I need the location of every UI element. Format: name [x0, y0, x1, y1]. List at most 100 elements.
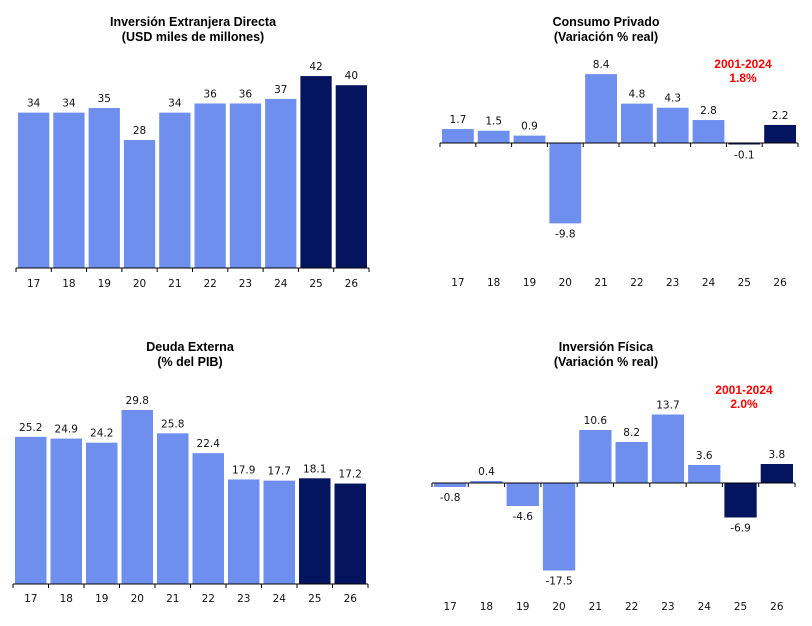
bar-19 [506, 483, 539, 506]
bars [18, 76, 367, 269]
chart-title: Inversión Extranjera Directa (USD miles … [0, 15, 386, 45]
x-tick-label-19: 19 [523, 277, 536, 289]
data-label-18: 0.4 [478, 466, 495, 478]
x-tick-label-17: 17 [451, 277, 464, 289]
chart-title-main: Inversión Extranjera Directa [109, 15, 277, 29]
x-tick-label-19: 19 [98, 278, 111, 290]
chart-consumo-privado: Consumo Privado (Variación % real) 2001-… [406, 0, 812, 313]
x-tick-label-26: 26 [344, 593, 358, 605]
bars [442, 74, 796, 224]
x-tick-label-26: 26 [773, 277, 787, 289]
chart-deuda-externa: Deuda Externa (% del PIB) 25.2 24.9 24.2 29… [0, 313, 406, 626]
x-tick-label-21: 21 [594, 277, 607, 289]
data-label-19: -4.6 [513, 511, 534, 523]
x-tick-label-23: 23 [239, 278, 252, 290]
x-tick-label-19: 19 [516, 601, 529, 613]
x-tick-label-24: 24 [274, 278, 288, 290]
x-tick-label-22: 22 [202, 593, 215, 605]
average-note: 2001-2024 1.8% [698, 57, 788, 85]
x-tick-label-21: 21 [168, 278, 181, 290]
data-label-23: 4.3 [664, 93, 681, 105]
data-label-25: -6.9 [730, 523, 751, 535]
data-label-24: 17.7 [268, 466, 291, 478]
data-label-19: 35 [98, 93, 111, 105]
bar-25 [724, 483, 757, 518]
x-tick-label-20: 20 [559, 277, 572, 289]
x-tick-label-24: 24 [702, 277, 716, 289]
bar-20 [123, 140, 156, 268]
chart-inversion-fisica: Inversión Física (Variación % real) 2001… [406, 313, 812, 626]
bar-22 [615, 442, 648, 483]
bar-24 [265, 98, 297, 268]
bar-20 [121, 409, 153, 584]
x-axis [12, 583, 369, 588]
average-note-period: 2001-2024 [714, 57, 772, 71]
x-tick-label-25: 25 [309, 278, 322, 290]
bar-21 [579, 430, 612, 483]
data-label-17: 34 [27, 98, 41, 110]
chart-subtitle: (USD miles de millones) [121, 30, 265, 44]
x-tick-label-24: 24 [698, 601, 712, 613]
x-tick-label-17: 17 [443, 601, 456, 613]
bar-23 [656, 107, 689, 143]
x-tick-label-25: 25 [738, 277, 751, 289]
chart-fdi: Inversión Extranjera Directa (USD miles … [0, 0, 406, 313]
data-label-21: 34 [168, 98, 182, 110]
x-tick-label-18: 18 [487, 277, 500, 289]
bar-24 [688, 465, 721, 483]
bar-17 [15, 436, 47, 584]
data-labels: 34 34 35 28 34 36 36 37 42 40 [27, 61, 358, 137]
bar-19 [513, 135, 546, 143]
data-label-24: 3.6 [696, 450, 713, 462]
x-tick-label-22: 22 [625, 601, 638, 613]
bar-18 [477, 130, 510, 143]
bar-19 [88, 108, 120, 268]
chart-title-main: Inversión Física [558, 340, 654, 354]
data-label-24: 37 [274, 84, 287, 96]
data-label-26: 3.8 [768, 449, 785, 461]
x-tick-label-23: 23 [666, 277, 679, 289]
chart-subtitle: (Variación % real) [553, 355, 659, 369]
data-label-22: 36 [203, 88, 217, 100]
x-tick-label-25: 25 [734, 601, 747, 613]
x-axis-tick-labels: 17 18 19 20 21 22 23 24 25 26 [27, 278, 358, 290]
x-tick-label-22: 22 [630, 277, 643, 289]
bar-21 [159, 112, 191, 269]
data-label-25: -0.1 [734, 150, 755, 162]
bar-22 [194, 103, 226, 268]
chart-subtitle: (% del PIB) [157, 355, 223, 369]
data-label-23: 13.7 [656, 400, 679, 412]
data-label-24: 2.8 [700, 105, 717, 117]
bar-18 [50, 438, 82, 584]
chart-title: Inversión Física (Variación % real) [406, 340, 806, 370]
x-axis-tick-labels: 17 18 19 20 21 22 23 24 25 26 [24, 593, 357, 605]
data-label-22: 4.8 [629, 89, 646, 101]
x-tick-label-21: 21 [166, 593, 179, 605]
bar-26 [335, 85, 367, 268]
data-label-21: 25.8 [161, 418, 184, 430]
data-label-19: 0.9 [521, 121, 538, 133]
x-axis-tick-labels: 17 18 19 20 21 22 23 24 25 26 [451, 277, 787, 289]
chart-title-main: Deuda Externa [146, 340, 234, 354]
x-tick-label-26: 26 [770, 601, 784, 613]
bar-24 [692, 120, 725, 143]
data-label-26: 17.2 [339, 469, 362, 481]
data-label-25: 18.1 [303, 463, 326, 475]
x-tick-label-18: 18 [480, 601, 493, 613]
chart-title: Deuda Externa (% del PIB) [0, 340, 380, 370]
x-tick-label-20: 20 [552, 601, 565, 613]
average-note: 2001-2024 2.0% [699, 383, 789, 411]
data-labels: -0.8 0.4 -4.6 -17.5 10.6 8.2 13.7 3.6 -6.9 3.8 [440, 400, 785, 588]
bar-20 [549, 143, 582, 224]
bars [434, 414, 793, 571]
x-axis [439, 142, 799, 147]
data-label-20: 28 [133, 125, 146, 137]
data-label-18: 24.9 [55, 424, 78, 436]
x-tick-label-23: 23 [661, 601, 674, 613]
x-tick-label-23: 23 [237, 593, 250, 605]
data-label-17: 1.7 [450, 114, 467, 126]
chart-title-main: Consumo Privado [552, 15, 660, 29]
bar-25 [728, 143, 761, 145]
average-note-value: 2.0% [730, 397, 758, 411]
chart-subtitle: (Variación % real) [553, 30, 659, 44]
